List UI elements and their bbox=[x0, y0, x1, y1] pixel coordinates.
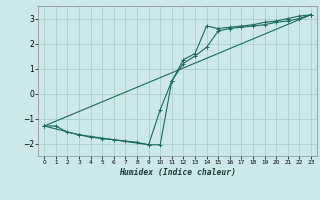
X-axis label: Humidex (Indice chaleur): Humidex (Indice chaleur) bbox=[119, 168, 236, 177]
